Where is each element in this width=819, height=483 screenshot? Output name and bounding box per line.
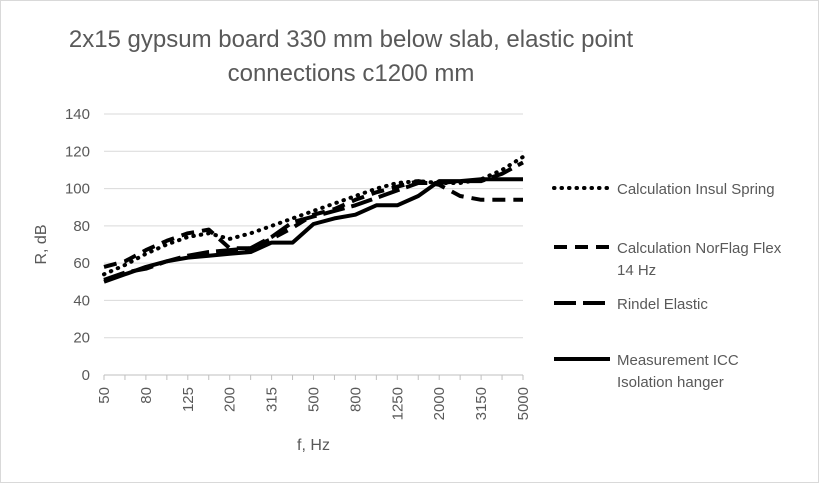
x-tick-label-1250: 1250 — [389, 387, 406, 420]
chart-title-line-2: connections c1200 mm — [227, 60, 475, 87]
grid-lines — [104, 113, 523, 339]
y-axis-title: R, dB — [33, 224, 50, 264]
x-tick-label-2000: 2000 — [431, 387, 448, 420]
x-axis-title: f, Hz — [297, 437, 330, 454]
chart-title-line-1: 2x15 gypsum board 330 mm below slab, ela… — [68, 26, 634, 53]
y-tick-label-60: 60 — [73, 255, 90, 272]
y-tick-label-100: 100 — [65, 181, 90, 198]
x-tick-label-50: 50 — [96, 387, 113, 404]
x-tick-label-500: 500 — [306, 387, 323, 412]
y-tick-label-20: 20 — [73, 330, 90, 347]
x-tick-label-200: 200 — [222, 387, 239, 412]
y-tick-label-0: 0 — [82, 367, 90, 384]
legend-label-4: Isolation hanger — [617, 374, 724, 391]
legend-label-1: Calculation Insul Spring — [617, 181, 775, 198]
y-tick-label-120: 120 — [65, 143, 90, 160]
x-tick-label-800: 800 — [347, 387, 364, 412]
x-tick-label-125: 125 — [180, 387, 197, 412]
y-tick-label-80: 80 — [73, 218, 90, 235]
series-lines — [102, 154, 525, 284]
chart-title: 2x15 gypsum board 330 mm below slab, ela… — [41, 23, 661, 91]
legend-label-2: Calculation NorFlag Flex — [617, 240, 782, 257]
series-line-4 — [103, 177, 523, 284]
x-tick-label-315: 315 — [264, 387, 281, 412]
x-tick-label-3150: 3150 — [473, 387, 490, 420]
y-tick-label-40: 40 — [73, 292, 90, 309]
legend-label-2: 14 Hz — [617, 262, 656, 279]
x-tick-label-5000: 5000 — [515, 387, 532, 420]
axes: 0 20 40 60 80 100 120 140 50 80 125 200 315 500 800 125… — [33, 106, 532, 454]
legend-label-3: Rindel Elastic — [617, 296, 708, 313]
legend: Calculation Insul Spring Calculation NorF… — [552, 181, 782, 391]
legend-label-4: Measurement ICC — [617, 352, 739, 369]
x-tick-label-80: 80 — [138, 387, 155, 404]
y-tick-label-140: 140 — [65, 106, 90, 123]
